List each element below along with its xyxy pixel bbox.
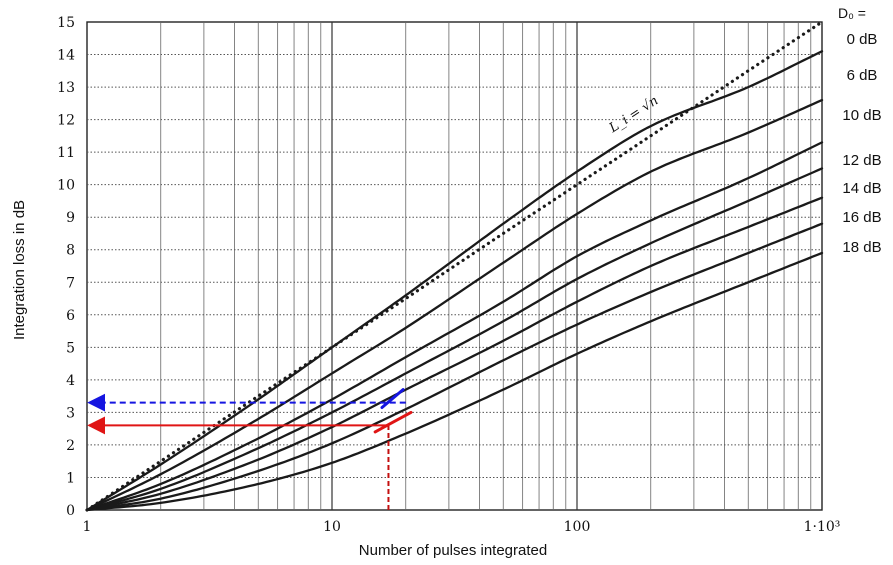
y-tick-label: 5 (66, 340, 75, 356)
y-tick-label: 8 (66, 243, 75, 259)
blue-marker-segment (380, 388, 405, 410)
legend: D₀ = 0 dB 6 dB 10 dB 12 dB 14 dB 16 dB 18 dB (838, 5, 882, 256)
legend-entry: 6 dB (847, 67, 878, 84)
legend-title: D₀ = (838, 5, 866, 21)
legend-entry: 18 dB (842, 239, 881, 256)
x-tick-label: 1·10³ (804, 519, 841, 535)
series-line-14-db (85, 196, 824, 512)
y-tick-label: 15 (57, 15, 75, 31)
legend-entry: 14 dB (842, 180, 881, 197)
legend-entry: 12 dB (842, 152, 881, 169)
legend-entry: 10 dB (842, 107, 881, 124)
y-axis-label: Integration loss in dB (11, 200, 28, 340)
y-tick-label: 9 (66, 210, 75, 226)
y-tick-label: 12 (57, 113, 75, 129)
x-tick-label: 10 (323, 519, 341, 535)
y-tick-label: 10 (57, 178, 75, 194)
x-axis-label: Number of pulses integrated (359, 542, 547, 559)
series-line-6-db (85, 98, 824, 512)
y-tick-label: 7 (66, 275, 75, 291)
sqrt-n-curve-label: L_i = √n (606, 93, 661, 136)
y-tick-label: 0 (66, 503, 75, 519)
legend-entry: 16 dB (842, 209, 881, 226)
series-line-0-db (85, 50, 824, 512)
series-line-16-db (85, 222, 824, 512)
y-tick-label: 4 (66, 373, 75, 389)
series-line-10-db (85, 141, 824, 512)
y-tick-label: 1 (66, 470, 75, 486)
curves (85, 20, 824, 512)
x-tick-label: 100 (564, 519, 591, 535)
x-tick-label: 1 (83, 519, 92, 535)
y-tick-label: 3 (66, 405, 75, 421)
plot-frame (86, 21, 823, 511)
y-tick-label: 6 (66, 308, 75, 324)
legend-entry: 0 dB (847, 31, 878, 48)
series-line-l-i-n (85, 20, 824, 512)
y-tick-label: 2 (66, 438, 75, 454)
red-marker-segment (373, 410, 413, 434)
y-tick-label: 11 (57, 145, 75, 161)
series-line-18-db (85, 251, 824, 512)
y-tick-label: 13 (57, 80, 75, 96)
y-tick-label: 14 (57, 48, 75, 64)
grid (86, 21, 823, 511)
series-line-12-db (85, 167, 824, 512)
